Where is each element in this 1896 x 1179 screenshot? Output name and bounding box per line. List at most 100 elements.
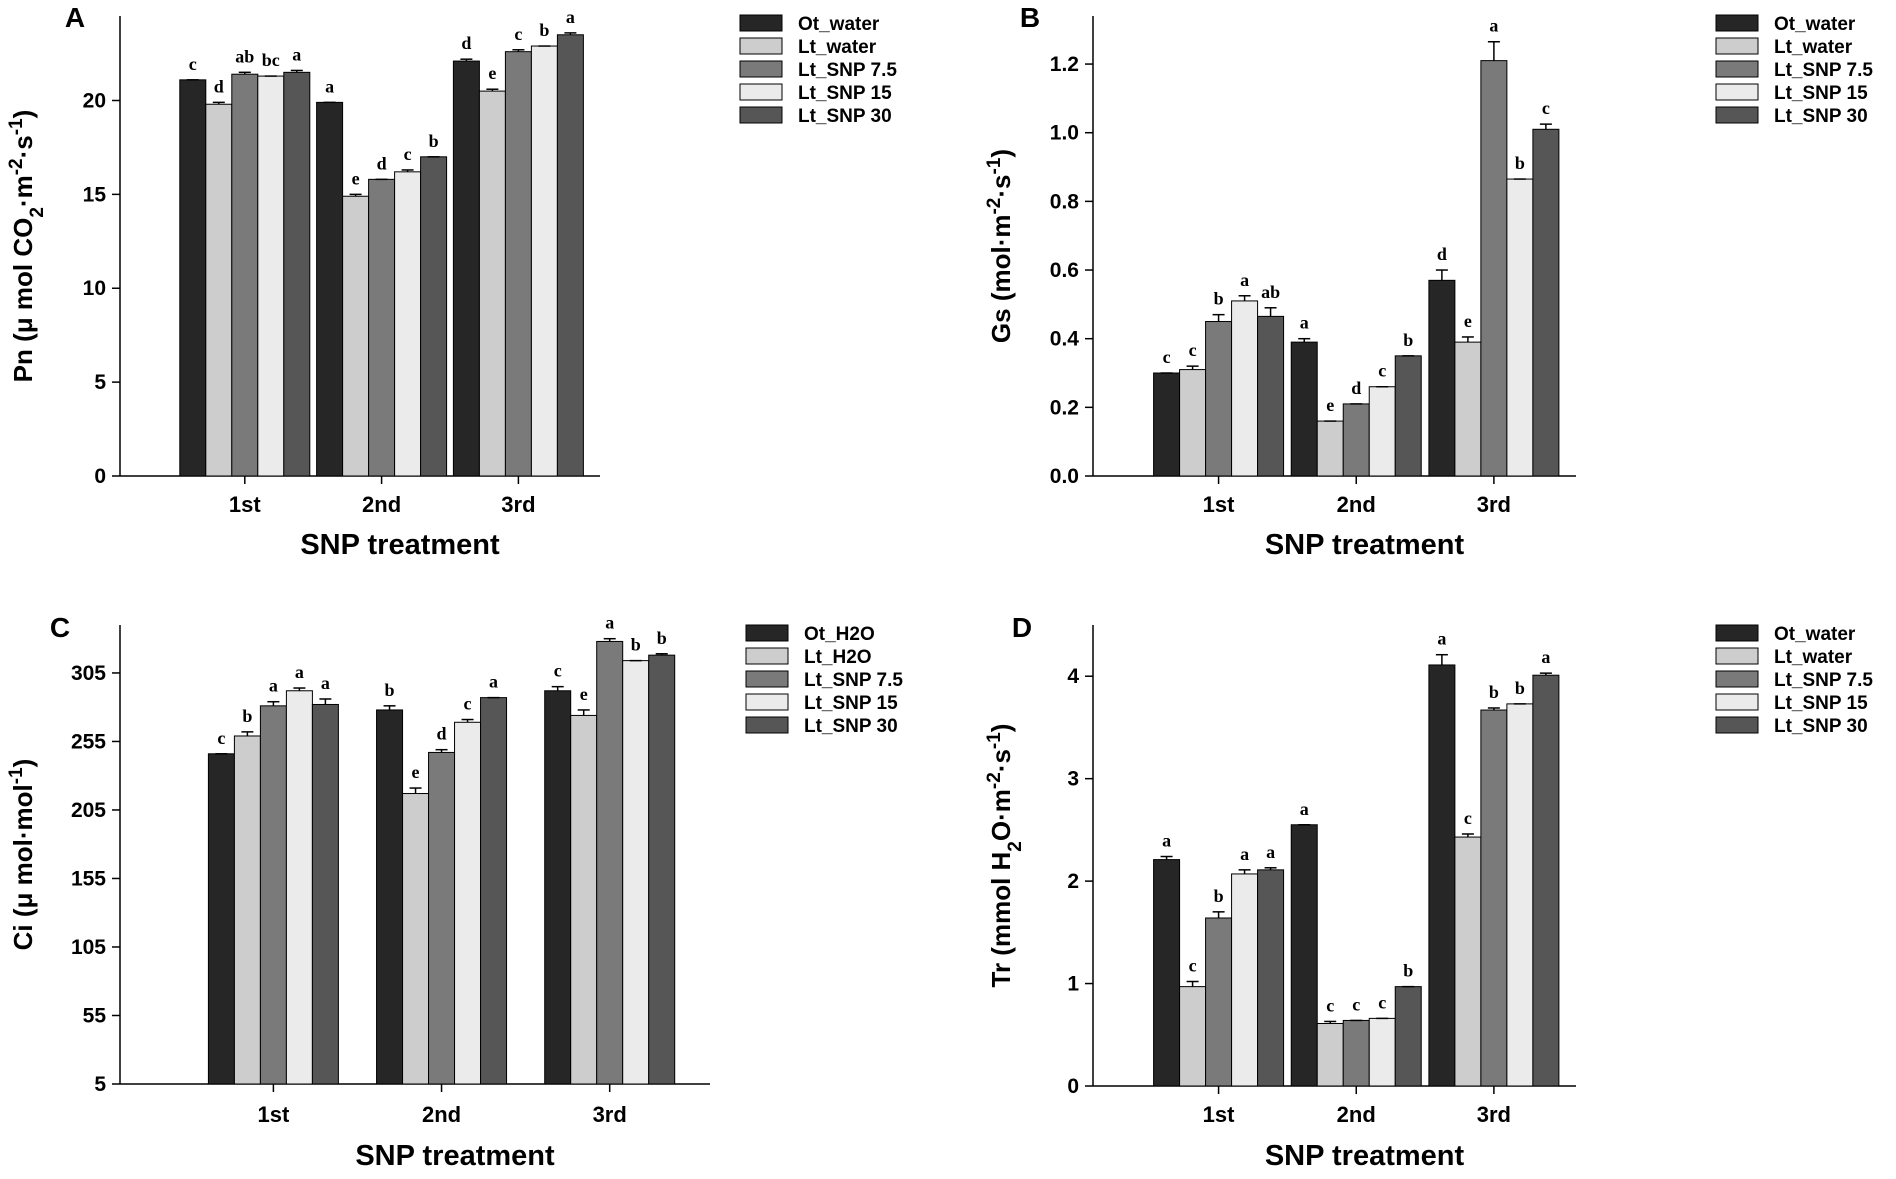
significance-letter: c (217, 728, 225, 748)
x-tick-label: 1st (258, 1102, 290, 1127)
legend-swatch (1715, 60, 1759, 78)
legend-label: Ot_water (798, 14, 880, 35)
bar (179, 79, 207, 477)
y-axis-title-part: Tr (mmol H (986, 852, 1016, 988)
legend-label: Lt_H2O (804, 647, 872, 668)
bar (1394, 986, 1422, 1087)
x-tick-label: 2nd (362, 492, 401, 517)
bar (1368, 1017, 1396, 1087)
bar (1532, 128, 1560, 477)
y-axis-title-part: ) (8, 110, 38, 119)
legend-label: Lt_SNP 30 (1774, 106, 1868, 127)
y-axis-title-part: -1 (984, 157, 1005, 174)
y-tick-label: 0.6 (1050, 259, 1079, 282)
legend-label: Ot_water (1774, 14, 1856, 35)
y-tick-label: 255 (71, 730, 106, 753)
legend-label: Lt_SNP 7.5 (1774, 60, 1873, 81)
y-axis-title: Pn (μ mol CO2·m-2·s-1) (6, 110, 48, 383)
y-axis-title-part: ) (986, 149, 1016, 158)
bar (1342, 1019, 1370, 1087)
y-tick-label: 5 (94, 1073, 106, 1096)
legend-swatch (745, 647, 789, 665)
y-axis-title-part: -1 (6, 118, 27, 135)
y-axis-title-part: ·s (8, 135, 38, 158)
y-tick-label: 305 (71, 662, 106, 685)
significance-letter: bc (262, 50, 280, 70)
bar (530, 45, 558, 477)
significance-letter: c (1464, 808, 1472, 828)
y-axis-title-part: -2 (6, 158, 27, 175)
legend-swatch (739, 106, 783, 124)
y-axis-title-part: Pn (μ mol CO (8, 218, 38, 383)
panel-C: C5551051552052553051stcbaaa2ndbedca3rdce… (6, 612, 904, 1172)
significance-letter: b (1403, 330, 1413, 350)
legend-swatch (745, 716, 789, 734)
x-axis-title: SNP treatment (300, 529, 500, 561)
significance-letter: c (404, 144, 412, 164)
x-tick-label: 3rd (593, 1102, 627, 1127)
significance-letter: e (412, 762, 420, 782)
significance-letter: a (1266, 842, 1275, 862)
y-tick-label: 10 (83, 277, 106, 300)
significance-letter: b (1515, 153, 1525, 173)
significance-letter: a (295, 662, 304, 682)
significance-letter: ab (235, 46, 254, 66)
significance-letter: a (292, 44, 301, 64)
bar (452, 60, 480, 477)
legend-swatch (1715, 106, 1759, 124)
bar (1290, 824, 1318, 1087)
significance-letter: c (1378, 361, 1386, 381)
y-tick-label: 0.4 (1050, 328, 1080, 351)
significance-letter: a (1162, 831, 1171, 851)
legend-label: Lt_SNP 30 (798, 106, 892, 127)
x-axis-title: SNP treatment (355, 1140, 555, 1172)
y-tick-label: 205 (71, 799, 106, 822)
significance-letter: a (1437, 629, 1446, 649)
significance-letter: b (631, 635, 641, 655)
legend-swatch (739, 83, 783, 101)
y-tick-label: 0.8 (1050, 190, 1080, 213)
bar (420, 156, 448, 477)
legend-swatch (1715, 14, 1759, 32)
x-axis-title: SNP treatment (1265, 529, 1465, 561)
significance-letter: a (1240, 270, 1249, 290)
significance-letter: c (1378, 992, 1386, 1012)
x-tick-label: 3rd (501, 492, 535, 517)
bar (1205, 917, 1233, 1087)
panel-letter: B (1020, 2, 1040, 33)
y-tick-label: 2 (1067, 870, 1079, 893)
bar (207, 753, 235, 1085)
bar (1257, 315, 1285, 477)
bar (1342, 403, 1370, 477)
panel-letter: C (50, 612, 70, 643)
bar (1205, 321, 1233, 477)
bar (1290, 341, 1318, 477)
bar (342, 195, 370, 477)
legend-label: Lt_SNP 30 (1774, 716, 1868, 737)
significance-letter: d (437, 724, 447, 744)
x-tick-label: 1st (1203, 492, 1235, 517)
bar (454, 721, 482, 1085)
y-axis-title-part: -1 (6, 767, 27, 784)
significance-letter: b (539, 20, 549, 40)
significance-letter: e (1464, 311, 1472, 331)
bar (1428, 279, 1456, 477)
bar (1153, 372, 1181, 477)
significance-letter: a (1300, 313, 1309, 333)
significance-letter: c (1326, 995, 1334, 1015)
x-tick-label: 2nd (1337, 492, 1376, 517)
legend-label: Ot_water (1774, 624, 1856, 645)
bar (376, 709, 404, 1085)
bar (368, 178, 396, 477)
significance-letter: d (214, 76, 224, 96)
significance-letter: c (464, 694, 472, 714)
bar (570, 714, 598, 1085)
significance-letter: b (385, 680, 395, 700)
significance-letter: b (429, 131, 439, 151)
legend-swatch (1715, 37, 1759, 55)
